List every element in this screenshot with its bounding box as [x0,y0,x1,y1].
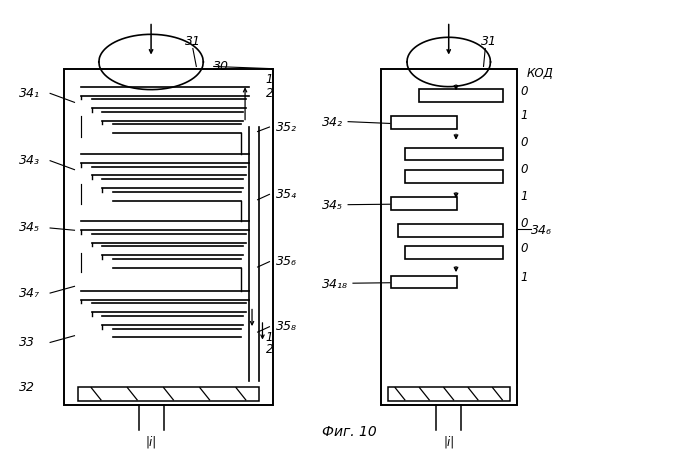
Text: КОД: КОД [527,67,554,80]
Text: 2: 2 [266,87,273,100]
Bar [64,69,273,405]
Bar [419,89,503,102]
Text: 0: 0 [520,85,528,98]
Text: 2: 2 [266,342,273,356]
Bar [381,69,517,405]
Text: 1: 1 [520,271,528,284]
Text: 34₅: 34₅ [19,222,40,235]
Text: 1: 1 [266,332,273,344]
Text: |i|: |i| [145,435,157,448]
Text: 35₄: 35₄ [276,188,297,201]
Text: 34₆: 34₆ [531,224,552,237]
Text: 31: 31 [185,35,201,48]
Bar [405,246,503,259]
Text: 32: 32 [19,381,35,394]
Text: 0: 0 [520,136,528,149]
Text: 34₃: 34₃ [19,154,40,167]
Text: 1: 1 [266,73,273,87]
Bar [78,387,259,401]
Text: 1: 1 [520,109,528,122]
Text: 35₆: 35₆ [276,255,297,268]
Text: Фиг. 10: Фиг. 10 [322,425,377,439]
Text: 31: 31 [481,35,497,48]
Text: 34₇: 34₇ [19,287,40,299]
Bar [391,197,457,210]
Text: 34₁: 34₁ [19,87,40,100]
Bar [391,275,457,288]
Bar [388,387,510,401]
Text: 35₈: 35₈ [276,320,297,333]
Text: 34₅: 34₅ [322,199,343,212]
Text: 0: 0 [520,217,528,230]
Text: 35₂: 35₂ [276,120,297,134]
Bar [398,224,503,236]
Text: 0: 0 [520,163,528,176]
Text: 0: 0 [520,242,528,255]
Text: 33: 33 [19,336,35,349]
Text: 34₂: 34₂ [322,116,343,129]
Bar [391,116,457,129]
Text: |i|: |i| [443,435,454,448]
Text: 1: 1 [520,190,528,203]
Bar [405,148,503,160]
Text: 34₁₈: 34₁₈ [322,278,347,290]
Text: 30: 30 [212,60,229,73]
Bar [405,170,503,183]
